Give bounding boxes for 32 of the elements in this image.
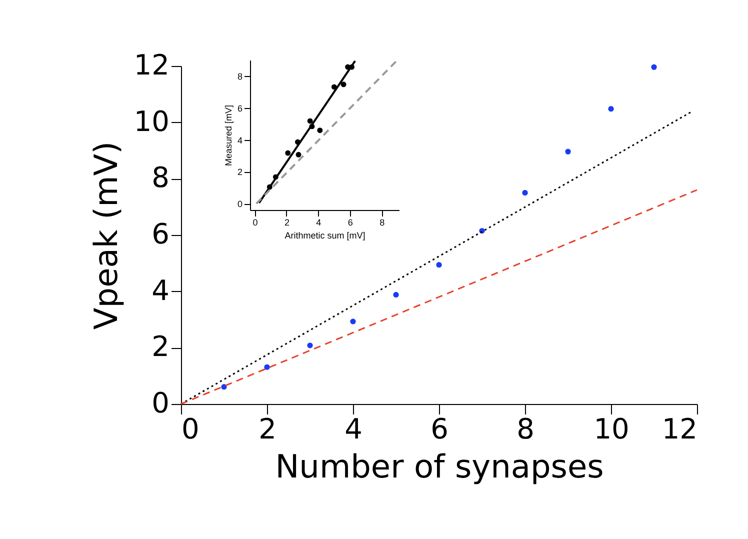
point: [307, 118, 313, 124]
x-tick-label: 6: [430, 412, 448, 446]
x-tick-label: 10: [594, 412, 630, 446]
x-tick-label: 2: [284, 218, 290, 228]
y-tick-label: 10: [134, 104, 170, 138]
point: [285, 150, 291, 156]
y-tick-label: 6: [237, 103, 242, 114]
x-tick-label: 8: [516, 412, 534, 446]
y-tick-label: 8: [152, 161, 170, 194]
y-tick-label: 8: [237, 71, 242, 82]
x-tick-label: 2: [258, 412, 276, 446]
y-tick-label: 0: [237, 199, 242, 210]
x-tick-label: 0: [252, 218, 258, 228]
y-axis-title: Measured [mV]: [223, 104, 234, 166]
x-tick-label: 4: [316, 218, 322, 228]
x-tick-label: 4: [344, 412, 362, 446]
y-tick-label: 4: [152, 274, 170, 307]
y-tick-label: 12: [134, 48, 170, 82]
x-axis-title: Arithmetic sum [mV]: [284, 230, 366, 240]
point: [296, 152, 302, 158]
y-tick-label: 0: [152, 386, 170, 420]
x-tick-label: 0: [182, 412, 200, 446]
x-axis-title: Number of synapses: [275, 448, 604, 486]
x-tick-label: 6: [348, 218, 353, 228]
point: [317, 128, 323, 134]
x-tick-label: 8: [380, 218, 385, 228]
y-tick-label: 2: [152, 330, 170, 364]
y-tick-label: 4: [237, 135, 242, 146]
x-tick-label: 12: [662, 412, 698, 446]
y-tick-label: 2: [237, 167, 242, 178]
y-axis-title: Vpeak (mV): [86, 141, 125, 330]
point: [340, 82, 346, 88]
